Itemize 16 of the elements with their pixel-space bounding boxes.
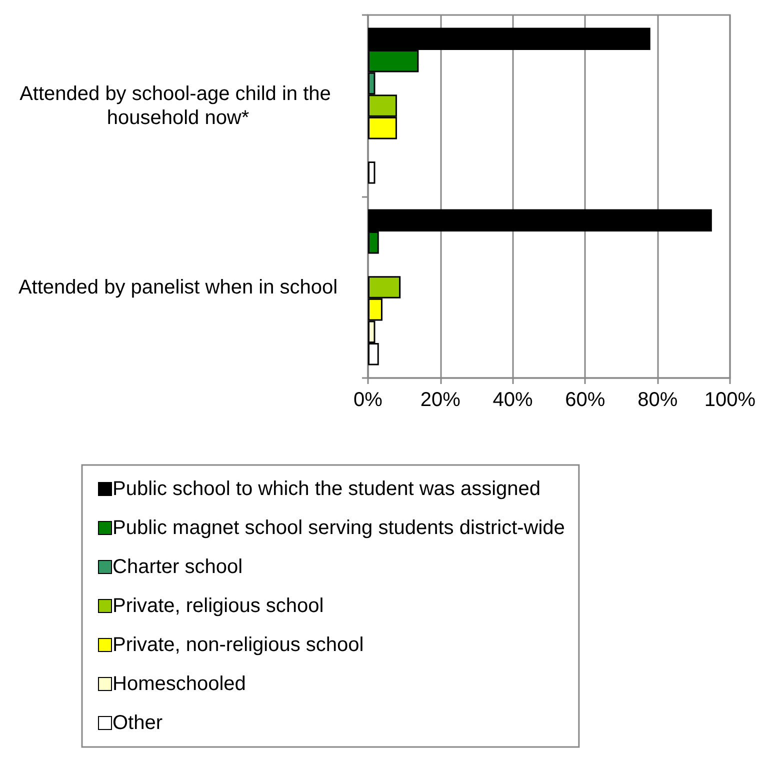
legend-label: Homeschooled	[112, 673, 246, 695]
x-tick-label: 100%	[704, 389, 756, 411]
x-tick-label: 20%	[420, 389, 461, 411]
legend-label: Private, religious school	[112, 595, 324, 617]
y-tick-label: Attended by panelist when in school	[18, 276, 338, 298]
x-tick-label: 80%	[638, 389, 678, 411]
legend-label: Other	[112, 712, 163, 734]
x-tick-label: 60%	[565, 389, 606, 411]
y-tick-label: Attended by school-age child in the household now*	[20, 82, 336, 129]
bar	[368, 161, 376, 184]
legend-label: Private, non-religious school	[112, 634, 364, 656]
x-tick-label: 40%	[492, 389, 534, 411]
legend-label: Public school to which the student was assigned	[112, 478, 541, 500]
x-tick-label: 0%	[354, 389, 383, 411]
legend-label: Public magnet school serving students district-wide	[112, 517, 565, 539]
legend-label: Charter school	[112, 556, 243, 578]
